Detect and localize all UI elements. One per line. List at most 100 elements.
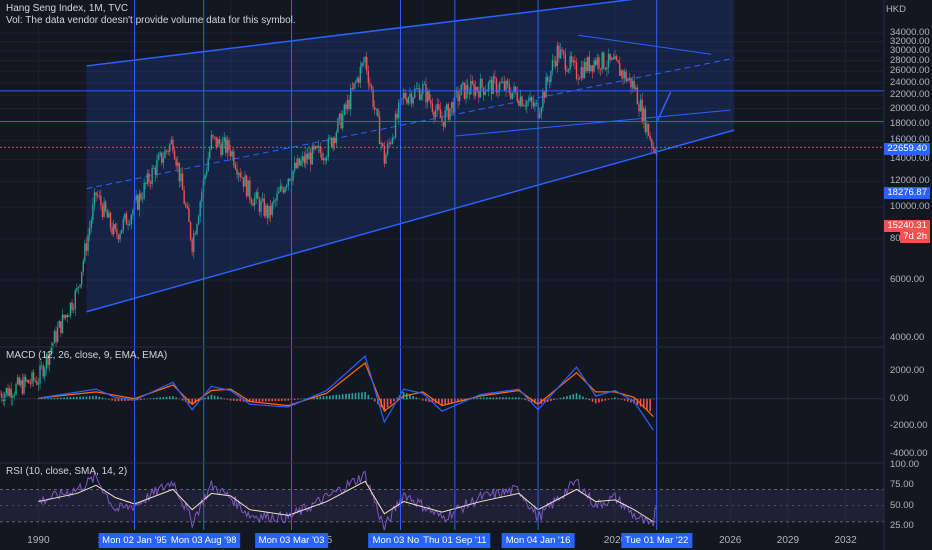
candle-body-85 [135,195,137,200]
candle-body-138 [220,144,222,155]
candle-body-1 [0,393,3,399]
candle-body-260 [415,88,418,90]
date-marker-badge[interactable]: Mon 03 Mar '03 [254,533,329,548]
macd-hist-bar-145 [502,397,504,400]
macd-hist-bar-93 [335,394,338,400]
resistance-line [578,34,712,55]
macd-hist-bar-142 [492,397,495,400]
candle-body-277 [442,121,445,127]
horizontal-price-levels[interactable] [0,90,884,148]
candle-body-318 [508,84,510,94]
macd-legend[interactable]: MACD (12, 26, close, 9, EMA, EMA) [6,350,168,361]
candle-body-95 [151,168,153,184]
candle-body-124 [197,216,200,225]
candle-body-102 [162,158,165,163]
candle-body-234 [374,107,376,110]
candle-body-20 [31,372,33,384]
candle-body-35 [55,331,57,342]
date-marker-badge[interactable]: Tue 01 Mar '22 [621,533,693,548]
candle-body-4 [5,388,8,394]
macd-hist-bar-171 [585,398,587,400]
macd-hist-bar-185 [630,398,632,403]
candle-body-172 [274,200,277,202]
date-marker-badge[interactable]: Mon 03 Aug '98 [166,533,241,548]
candle-body-160 [255,192,257,198]
macd-hist-bar-8 [63,397,65,400]
candle-body-385 [615,55,618,61]
candle-body-239 [382,143,384,146]
candle-body-180 [287,178,289,186]
candle-body-390 [623,71,626,79]
candle-body-334 [534,103,536,107]
macd-hist-bar-75 [277,398,280,401]
candle-body-205 [327,138,329,158]
macd-hist-bar-100 [357,392,360,400]
macd-hist-bar-86 [313,397,315,400]
macd-hist-bar-62 [236,398,238,402]
candle-body-401 [641,99,643,122]
symbol-title[interactable]: Hang Seng Index, 1M, TVC [6,3,129,14]
macd-hist-bar-123 [431,398,434,403]
candle-body-348 [556,45,559,67]
candle-body-94 [149,182,152,184]
candle-body-159 [253,197,256,206]
candle-body-109 [173,150,176,160]
candle-body-22 [34,380,36,382]
candle-body-325 [519,96,522,106]
candle-body-149 [237,173,240,175]
price-tick-label: 6000.00 [890,273,925,285]
candle-body-271 [433,112,435,118]
candle-body-25 [39,365,41,384]
candle-body-381 [609,53,611,60]
price-tick-label: 10000.00 [890,201,930,213]
macd-hist-bar-101 [361,392,363,400]
rsi-legend[interactable]: RSI (10, close, SMA, 14, 2) [6,466,128,477]
macd-hist-bar-23 [111,398,113,401]
macd-hist-bar-16 [88,396,91,400]
candle-body-395 [631,80,634,88]
candle-body-293 [468,92,470,95]
candle-body-193 [308,152,310,160]
macd-hist-bar-96 [345,393,347,400]
candle-body-8 [12,396,14,399]
candle-body-341 [545,76,547,98]
trend-channel[interactable] [86,0,735,313]
macd-hist-bar-40 [165,396,168,400]
candle-body-226 [361,63,363,67]
candle-body-13 [20,380,22,386]
date-marker-badge[interactable]: Mon 03 Nov ' [368,533,433,548]
candle-body-338 [540,107,542,114]
price-tick-label: 20000.00 [890,102,930,114]
date-marker-badge[interactable]: Mon 02 Jan '95 [98,533,171,548]
macd-hist-bar-177 [604,398,607,401]
candle-body-366 [585,61,587,71]
macd-hist-bar-147 [508,397,511,400]
candle-body-339 [542,91,544,108]
price-tick-label: 18000.00 [890,117,930,129]
candle-body-327 [522,105,525,107]
macd-hist-bar-83 [303,398,306,400]
candle-body-176 [281,186,283,190]
candle-body-352 [563,50,565,54]
candle-body-178 [284,187,286,193]
candle-body-42 [66,314,68,318]
candle-body-233 [372,89,374,108]
candle-body-151 [241,176,243,178]
date-marker-badge[interactable]: Mon 04 Jan '16 [501,533,575,548]
candle-body-200 [319,146,321,153]
macd-hist-bar-15 [85,396,88,400]
macd-hist-bar-58 [223,398,226,400]
vertical-date-markers[interactable] [134,0,658,530]
date-marker-badge[interactable]: Thu 01 Sep '11 [419,533,491,548]
macd-hist-bar-33 [143,398,145,400]
macd-hist-bar-192 [652,398,655,400]
macd-hist-bar-180 [614,397,616,400]
macd-hist-bar-166 [569,395,571,400]
macd-hist-bar-81 [297,398,299,400]
macd-hist-bar-184 [626,398,629,402]
macd-hist-bar-170 [582,396,584,400]
candle-body-295 [471,80,474,84]
candle-body-269 [430,100,432,104]
macd-hist-bar-54 [210,394,213,400]
